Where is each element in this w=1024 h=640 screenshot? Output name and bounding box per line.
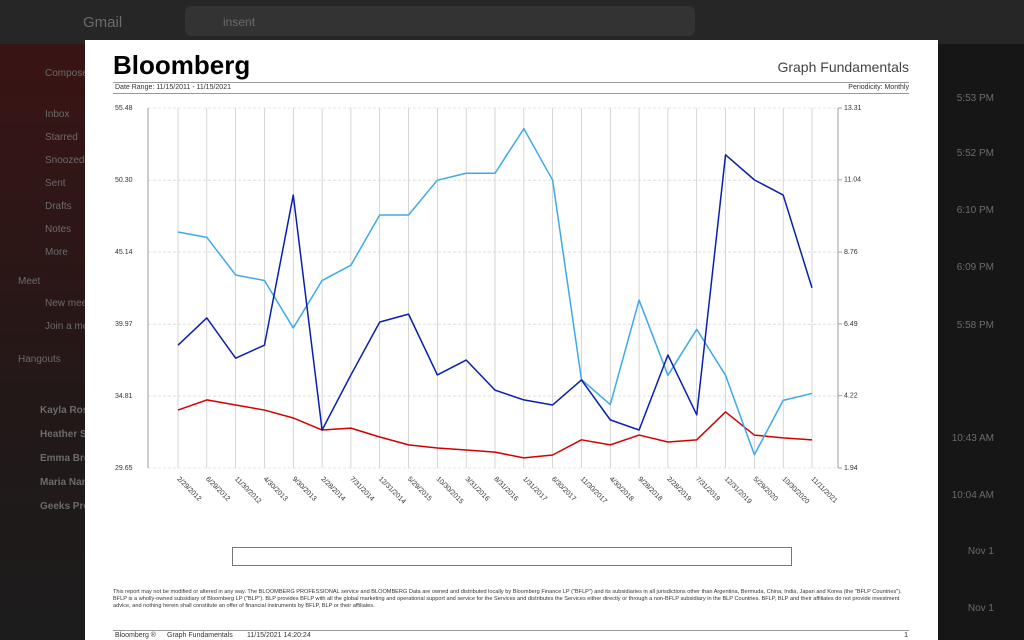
nav-item[interactable]: Notes	[45, 224, 72, 235]
sender: Kayla Ros	[40, 405, 89, 416]
x-tick-label: 11/11/2021	[809, 476, 838, 505]
nav-item[interactable]: Inbox	[45, 109, 70, 120]
y2-tick-label: 6.49	[844, 321, 858, 328]
nav-item[interactable]: Compose	[45, 68, 88, 79]
meet-item[interactable]: New meeting	[45, 298, 104, 309]
sender: Geeks Pro	[40, 501, 90, 512]
email-time: 5:53 PM	[956, 93, 994, 104]
email-time: 5:52 PM	[956, 148, 994, 159]
report-title: Graph Fundamentals	[777, 59, 909, 75]
x-tick-label: 6/30/2017	[550, 476, 577, 503]
search-box[interactable]: insent	[185, 6, 695, 36]
meet-title[interactable]: Meet	[18, 276, 41, 287]
x-tick-label: 12/31/2019	[723, 476, 753, 506]
side-nav	[0, 44, 85, 640]
footer-title: Graph Fundamentals	[167, 632, 233, 639]
x-tick-label: 10/30/2020	[780, 476, 810, 506]
x-tick-label: 2/29/2012	[175, 476, 202, 503]
email-time: 6:09 PM	[956, 262, 994, 273]
email-time: 10:43 AM	[951, 433, 994, 444]
email-time: Nov 1	[967, 546, 994, 557]
x-tick-label: 11/30/2012	[233, 476, 262, 505]
email-time: Nov 1	[967, 603, 994, 614]
y-tick-label: 45.14	[115, 249, 133, 256]
meet-item[interactable]: Join a meeting	[45, 321, 111, 332]
email-time: 5:58 PM	[956, 320, 994, 331]
footer-page: 1	[904, 632, 908, 639]
email-time: 10:04 AM	[951, 490, 994, 501]
y-tick-label: 29.65	[115, 465, 133, 472]
disclaimer: This report may not be modified or alter…	[113, 589, 902, 609]
brand: Bloomberg	[113, 50, 251, 80]
nav-item[interactable]: Starred	[45, 132, 78, 143]
sender: Emma Bro	[40, 453, 91, 464]
y2-tick-label: 13.31	[844, 105, 862, 112]
y-tick-label: 50.30	[115, 177, 133, 184]
nav-item[interactable]: Sent	[45, 178, 66, 189]
nav-item[interactable]: Drafts	[45, 201, 72, 212]
date-range: Date Range: 11/15/2011 - 11/15/2021	[115, 84, 231, 91]
top-bar: Gmail insent	[0, 0, 1024, 44]
x-tick-label: 9/28/2018	[636, 476, 663, 503]
y-tick-label: 34.81	[115, 393, 133, 400]
x-tick-label: 2/28/2019	[665, 476, 692, 503]
x-tick-label: 7/31/2019	[694, 476, 721, 503]
series-line	[177, 399, 813, 459]
search-query: insent	[223, 15, 256, 29]
y2-tick-label: 8.76	[844, 249, 858, 256]
periodicity: Periodicity: Monthly	[848, 84, 909, 91]
rule	[113, 93, 909, 94]
x-tick-label: 2/28/2014	[319, 476, 346, 503]
y2-tick-label: 4.22	[844, 393, 858, 400]
series-line	[177, 127, 813, 456]
app-name: Gmail	[83, 14, 123, 31]
y-tick-label: 55.48	[115, 105, 133, 112]
x-tick-label: 4/30/2013	[262, 476, 289, 503]
x-tick-label: 1/31/2017	[521, 476, 548, 503]
nav-item[interactable]: More	[45, 247, 68, 258]
nav-item[interactable]: Snoozed	[45, 155, 85, 166]
chart: 2/29/2012 6/29/2012 11/30/2012 4/30/2013 9/3…	[115, 105, 862, 506]
legend	[232, 547, 792, 566]
x-tick-label: 6/29/2012	[204, 476, 231, 503]
rule	[113, 82, 909, 83]
x-tick-label: 10/30/2015	[435, 476, 465, 506]
series-line	[177, 154, 813, 431]
report-viewer: Bloomberg Graph Fundamentals Date Range:…	[85, 40, 938, 640]
footer-timestamp: 11/15/2021 14:20:24	[247, 632, 311, 639]
x-tick-label: 3/31/2016	[463, 476, 490, 503]
x-tick-label: 4/30/2018	[608, 476, 635, 503]
footer-brand: Bloomberg ®	[115, 632, 156, 639]
x-tick-label: 5/29/2020	[752, 476, 779, 503]
sender: Heather Sa	[40, 429, 93, 440]
x-tick-label: 11/30/2017	[579, 476, 608, 505]
x-tick-label: 7/31/2014	[348, 476, 375, 503]
rule	[113, 630, 909, 631]
x-tick-label: 12/31/2014	[377, 476, 407, 506]
x-tick-label: 9/30/2013	[291, 476, 318, 503]
y-tick-label: 39.97	[115, 321, 133, 328]
x-tick-label: 8/31/2016	[492, 476, 519, 503]
email-time: 6:10 PM	[956, 205, 994, 216]
y2-tick-label: 11.04	[844, 177, 861, 184]
sender: Maria Nan	[40, 477, 88, 488]
x-tick-label: 5/29/2015	[406, 476, 433, 503]
hangouts-title: Hangouts	[18, 354, 61, 365]
y2-tick-label: 1.94	[844, 465, 858, 472]
